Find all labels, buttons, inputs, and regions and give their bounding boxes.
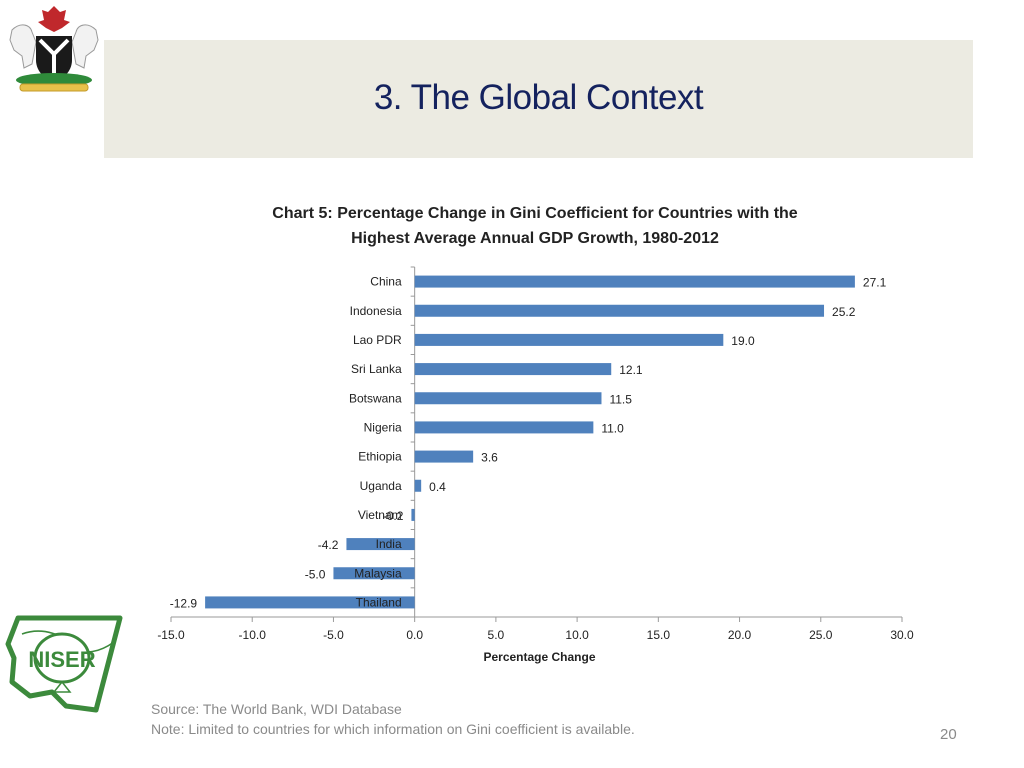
- x-tick-label: -10.0: [239, 628, 267, 642]
- data-label: 3.6: [481, 451, 498, 465]
- category-label: China: [370, 275, 402, 289]
- chart-title: Chart 5: Percentage Change in Gini Coeff…: [230, 201, 840, 251]
- bar-malaysia: [333, 567, 415, 580]
- eagle-icon: [38, 6, 70, 32]
- note-text: Note: Limited to countries for which inf…: [151, 721, 635, 737]
- title-band: 3. The Global Context: [104, 40, 973, 158]
- bar-sri-lanka: [414, 363, 612, 376]
- category-label: Lao PDR: [353, 333, 402, 347]
- bar-indonesia: [414, 304, 825, 317]
- x-tick-label: 20.0: [728, 628, 752, 642]
- bar-thailand: [205, 596, 415, 609]
- x-tick-label: 10.0: [565, 628, 589, 642]
- grass-base-icon: [16, 73, 92, 92]
- x-tick-label: -5.0: [323, 628, 344, 642]
- data-label: 12.1: [619, 363, 643, 377]
- bar-china: [414, 275, 855, 288]
- bar-uganda: [414, 479, 422, 492]
- bar-india: [346, 538, 415, 551]
- horse-right-icon: [71, 24, 99, 69]
- chart-title-line-1: Chart 5: Percentage Change in Gini Coeff…: [272, 205, 798, 222]
- category-label: Malaysia: [354, 566, 402, 580]
- data-label: 0.4: [429, 480, 446, 494]
- category-label: Uganda: [360, 479, 402, 493]
- x-tick-label: 0.0: [406, 628, 423, 642]
- x-tick-label: 15.0: [647, 628, 671, 642]
- data-label: 19.0: [731, 334, 755, 348]
- bar-lao-pdr: [414, 333, 724, 346]
- category-label: Thailand: [356, 595, 402, 609]
- data-label: -0.2: [383, 509, 404, 523]
- source-text: Source: The World Bank, WDI Database: [151, 701, 402, 717]
- niser-logo: NISER: [5, 615, 123, 713]
- x-tick-label: 25.0: [809, 628, 833, 642]
- horse-left-icon: [9, 24, 37, 69]
- niser-logo-text: NISER: [28, 647, 95, 672]
- data-label: -12.9: [170, 596, 198, 610]
- data-label: 11.5: [609, 392, 632, 406]
- category-label: Indonesia: [350, 304, 402, 318]
- x-tick-label: -15.0: [157, 628, 185, 642]
- category-label: Ethiopia: [358, 450, 402, 464]
- data-label: -5.0: [305, 567, 326, 581]
- bar-nigeria: [414, 421, 594, 434]
- bar-vietnam: [411, 508, 415, 521]
- chart-title-line-2: Highest Average Annual GDP Growth, 1980-…: [351, 230, 719, 247]
- page-number: 20: [940, 726, 957, 743]
- coat-of-arms-logo: [9, 6, 99, 92]
- x-tick-label: 5.0: [488, 628, 505, 642]
- category-label: India: [376, 537, 402, 551]
- category-label: Vietnam: [358, 508, 402, 522]
- data-label: -4.2: [318, 538, 339, 552]
- page-title: 3. The Global Context: [373, 78, 704, 117]
- bar-botswana: [414, 392, 602, 405]
- category-label: Nigeria: [364, 420, 402, 434]
- x-axis-title: Percentage Change: [483, 650, 595, 664]
- x-tick-label: 30.0: [890, 628, 914, 642]
- data-label: 25.2: [832, 305, 856, 319]
- data-label: 11.0: [601, 421, 624, 435]
- category-label: Botswana: [349, 391, 402, 405]
- data-label: 27.1: [863, 276, 887, 290]
- category-label: Sri Lanka: [351, 362, 402, 376]
- bar-ethiopia: [414, 450, 474, 463]
